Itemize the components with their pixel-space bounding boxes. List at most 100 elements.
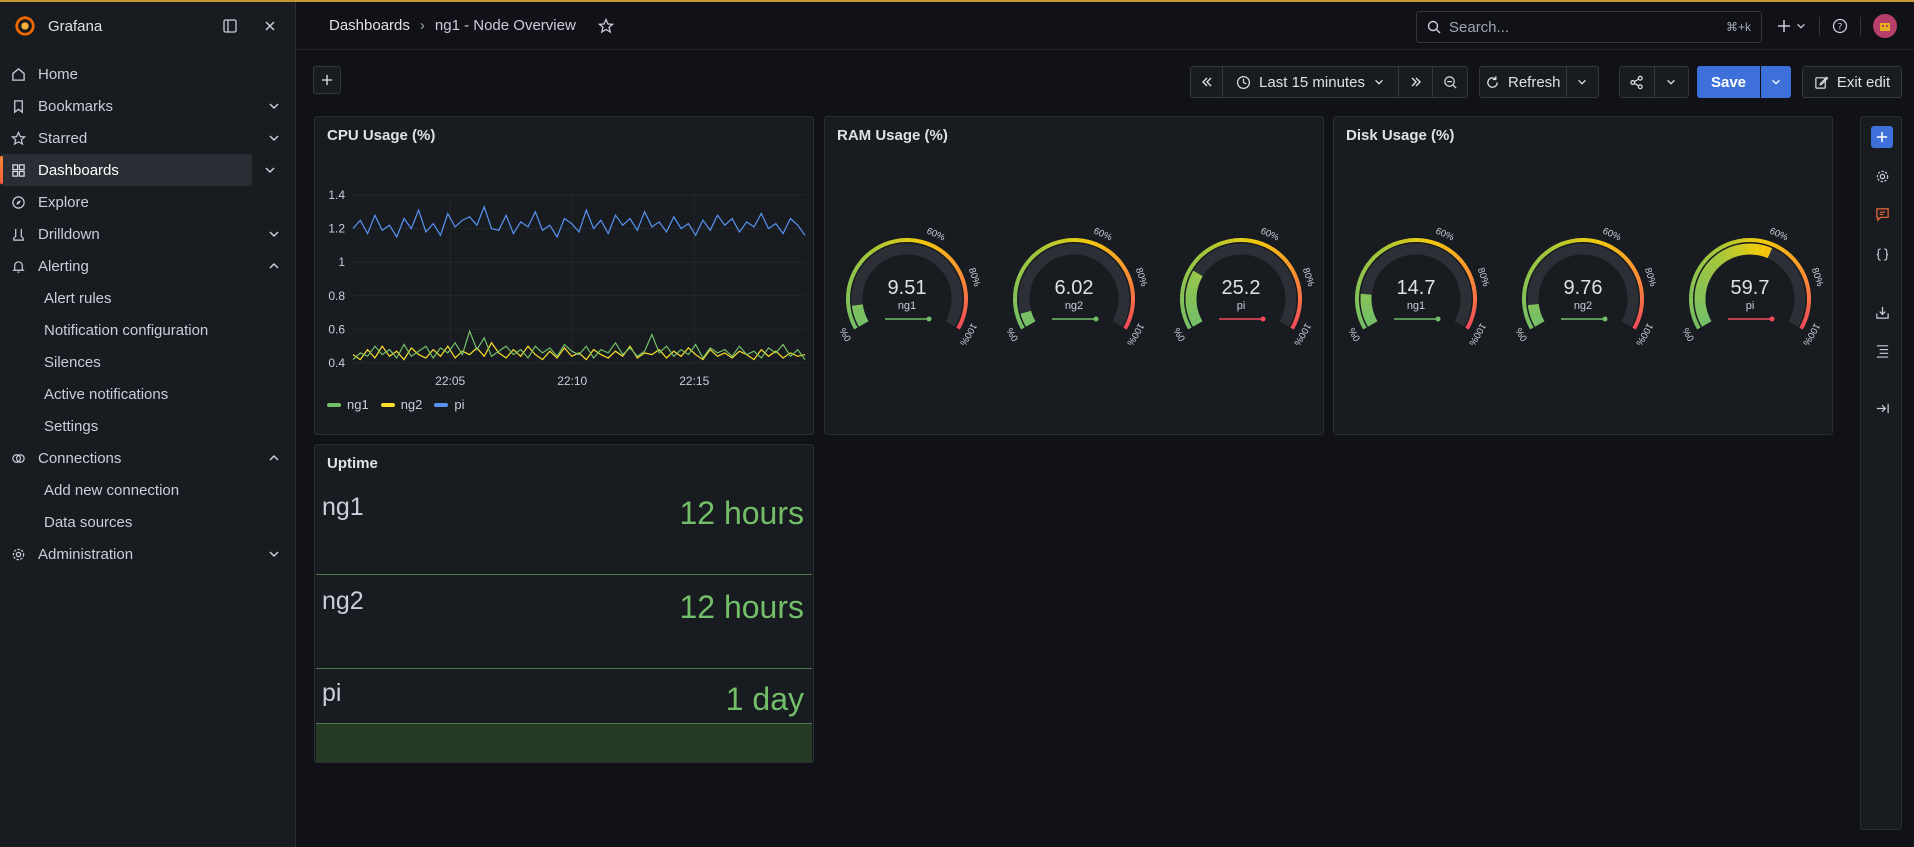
gauge-threshold-segment: [1765, 240, 1771, 246]
dock-menu-icon[interactable]: [219, 15, 241, 37]
series-line-ng2[interactable]: [352, 341, 806, 361]
sidebar-item-connections[interactable]: Connections: [0, 442, 295, 474]
x-tick-label: 22:05: [435, 374, 465, 388]
cpu-usage-panel[interactable]: CPU Usage (%) 1.4 1.2 1 0.8 0.6 0.4 22:05 22:10…: [314, 116, 814, 435]
gauge-threshold-segment: [1290, 323, 1296, 330]
new-menu-button[interactable]: [1777, 19, 1807, 33]
gauge-threshold-segment: [1277, 252, 1284, 259]
gauge-value-segment: [854, 312, 867, 322]
sidebar-subitem-active-notifications[interactable]: Active notifications: [44, 385, 169, 403]
sidebar-subitem-notification-configuration[interactable]: Notification configuration: [44, 321, 209, 339]
sidebar-subitem-data-sources[interactable]: Data sources: [44, 513, 133, 531]
chevron-up-icon[interactable]: [267, 451, 281, 465]
series-line-pi[interactable]: [352, 205, 806, 239]
refresh-interval-button[interactable]: [1567, 67, 1598, 97]
chevron-down-icon[interactable]: [267, 227, 281, 241]
search-input[interactable]: Search... ⌘+k: [1416, 11, 1762, 43]
breadcrumb-dashboards[interactable]: Dashboards: [329, 17, 410, 34]
gauge-threshold-segment: [1107, 249, 1114, 256]
sidebar-item-starred[interactable]: Starred: [0, 122, 295, 154]
gauge-pi[interactable]: 0%60%80%100%25.2pi: [1171, 226, 1316, 348]
time-back-button[interactable]: [1191, 67, 1223, 97]
chevron-down-icon[interactable]: [267, 131, 281, 145]
save-button[interactable]: Save: [1697, 66, 1760, 98]
x-tick-label: 22:10: [557, 374, 587, 388]
share-button[interactable]: [1620, 67, 1655, 97]
uptime-area: [316, 723, 812, 762]
chevron-down-icon[interactable]: [267, 547, 281, 561]
sidebar-subitem-silences[interactable]: Silences: [44, 353, 101, 371]
legend-item-ng2[interactable]: ng2: [380, 397, 422, 412]
sidebar-item-alerting[interactable]: Alerting: [0, 250, 295, 282]
sidebar-subitem-settings[interactable]: Settings: [44, 417, 99, 435]
plus-icon: [1778, 20, 1790, 32]
chevron-up-icon[interactable]: [267, 259, 281, 273]
share-options-button[interactable]: [1655, 67, 1688, 97]
gauge-threshold-segment: [1524, 276, 1531, 282]
sidebar-item-bookmarks[interactable]: Bookmarks: [0, 90, 295, 122]
disk-usage-panel[interactable]: Disk Usage (%) 0% 60% 80% 100% 14.7 ng1 0% 60% 8…: [1333, 116, 1833, 435]
uptime-panel[interactable]: Uptime ng1 12 hours ng2 12 hours pi 1 da…: [314, 444, 814, 763]
sidebar-item-label: Administration: [38, 545, 134, 563]
gauge-pi[interactable]: 0%60%80%100%59.7pi: [1680, 226, 1825, 348]
cpu-line-chart[interactable]: 1.4 1.2 1 0.8 0.6 0.4 22:05 22:10 22:15: [315, 167, 815, 417]
chevron-down-icon[interactable]: [263, 163, 277, 177]
gauge-threshold-segment: [1186, 323, 1192, 330]
list-button[interactable]: [1871, 339, 1893, 361]
gauge-value-segment: [1697, 312, 1710, 322]
grafana-logo-icon[interactable]: [14, 15, 36, 37]
gauge-value-segment: [1699, 316, 1712, 327]
settings-button[interactable]: [1871, 165, 1893, 187]
gauge-threshold-segment: [1635, 316, 1642, 322]
gauge-threshold-segment: [1638, 284, 1644, 290]
gauge-threshold-segment: [1632, 323, 1638, 330]
time-forward-button[interactable]: [1399, 67, 1433, 97]
export-button[interactable]: [1871, 301, 1893, 323]
gauge-threshold-segment: [937, 247, 943, 253]
json-model-button[interactable]: [1871, 243, 1893, 265]
gauge-track: [1018, 243, 1130, 327]
save-options-button[interactable]: [1761, 66, 1791, 98]
chevron-down-icon[interactable]: [267, 99, 281, 113]
gauge-value-segment: [1527, 303, 1540, 311]
collapse-pane-button[interactable]: [1871, 397, 1893, 419]
gauge-threshold-segment: [1274, 249, 1281, 256]
zoom-out-button[interactable]: [1433, 67, 1467, 97]
gauge-threshold-segment: [1471, 284, 1477, 290]
sidebar-item-home[interactable]: Home: [0, 58, 295, 90]
legend-item-ng1[interactable]: ng1: [327, 397, 369, 412]
legend-item-pi[interactable]: pi: [434, 397, 465, 412]
gauge-threshold-segment: [1471, 308, 1477, 314]
gauge-threshold-segment: [1126, 316, 1133, 322]
gauge-threshold-segment: [1293, 316, 1300, 322]
sidebar-item-dashboards[interactable]: Dashboards: [0, 154, 275, 186]
star-icon[interactable]: [597, 17, 614, 34]
series-line-ng1[interactable]: [352, 329, 806, 361]
avatar[interactable]: [1873, 14, 1897, 38]
gauge-value-segment: [1727, 246, 1737, 259]
help-icon[interactable]: ?: [1832, 18, 1848, 34]
sidebar-item-administration[interactable]: Administration: [0, 538, 295, 570]
sidebar-item-explore[interactable]: Explore: [0, 186, 295, 218]
sidebar-subitem-alert-rules[interactable]: Alert rules: [44, 289, 112, 307]
gauge-threshold-segment: [1297, 304, 1302, 310]
chevrons-left-icon: [1201, 77, 1211, 87]
gauge-value-segment: [1020, 310, 1034, 321]
sidebar-subitem-add-new-connection[interactable]: Add new connection: [44, 481, 180, 499]
sidebar-item-drilldown[interactable]: Drilldown: [0, 218, 295, 250]
exit-edit-button[interactable]: Exit edit: [1802, 66, 1902, 98]
add-panel-button[interactable]: [313, 66, 341, 94]
gauge-threshold-segment: [1025, 258, 1032, 264]
ram-usage-panel[interactable]: RAM Usage (%) 0% 60% 80% 100% 9.51 ng1 0% 60% 80…: [824, 116, 1324, 435]
add-button[interactable]: [1871, 126, 1893, 148]
uptime-value: 1 day: [725, 681, 804, 717]
refresh-button[interactable]: Refresh: [1480, 67, 1567, 97]
time-range-picker[interactable]: Last 15 minutes: [1223, 67, 1399, 97]
gauge-threshold-segment: [1619, 252, 1626, 259]
outline-button[interactable]: [1871, 203, 1893, 225]
close-icon[interactable]: [259, 15, 281, 37]
